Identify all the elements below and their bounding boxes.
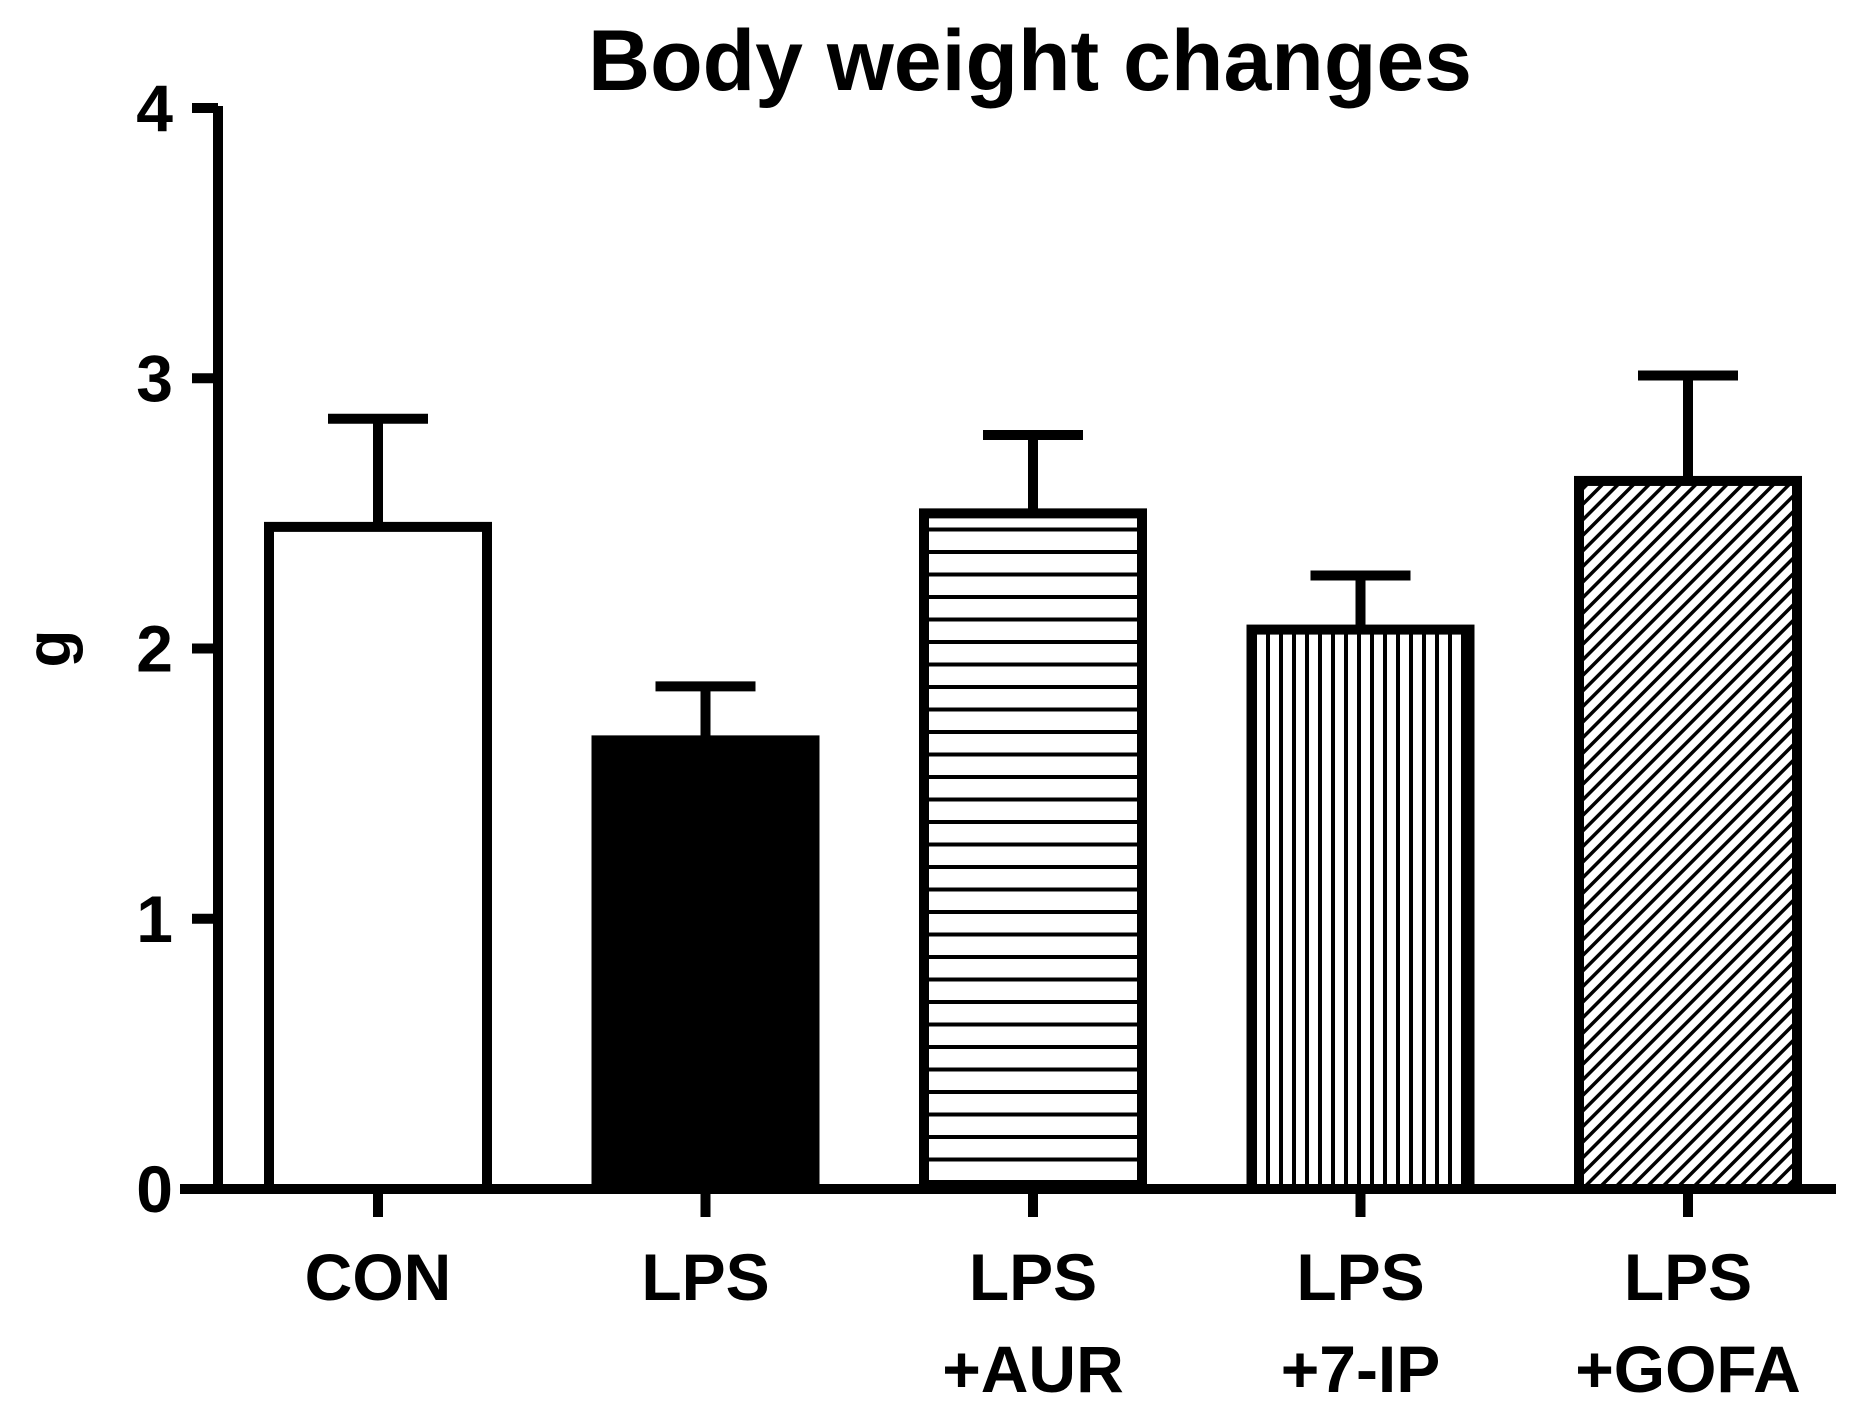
bar: [919, 508, 1147, 1194]
x-tick-label: +AUR: [942, 1332, 1124, 1406]
x-tick-label: LPS: [1624, 1240, 1752, 1314]
bar: [591, 735, 820, 1194]
y-tick-label: 3: [136, 341, 173, 415]
y-tick-label: 0: [136, 1152, 173, 1226]
chart-title: Body weight changes: [588, 13, 1472, 109]
bar: [1574, 475, 1802, 1194]
bar: [1246, 624, 1475, 1194]
y-tick-label: 2: [136, 612, 173, 686]
x-tick-label: LPS: [641, 1240, 769, 1314]
y-tick-label: 4: [136, 71, 173, 145]
x-tick-label: LPS: [1296, 1240, 1424, 1314]
error-bars: [328, 370, 1738, 741]
bars: [264, 475, 1802, 1194]
x-tick-label: CON: [305, 1240, 452, 1314]
x-tick-label: +GOFA: [1575, 1332, 1801, 1406]
labels: 0 1 2 3 4 g CON LPS LPS +AUR LPS +7-IP LPS +GOFA: [15, 71, 1801, 1406]
y-tick-label: 1: [136, 882, 173, 956]
x-tick-label: LPS: [969, 1240, 1097, 1314]
bar: [264, 521, 492, 1194]
y-axis-label: g: [15, 630, 84, 668]
x-tick-label: +7-IP: [1281, 1332, 1441, 1406]
